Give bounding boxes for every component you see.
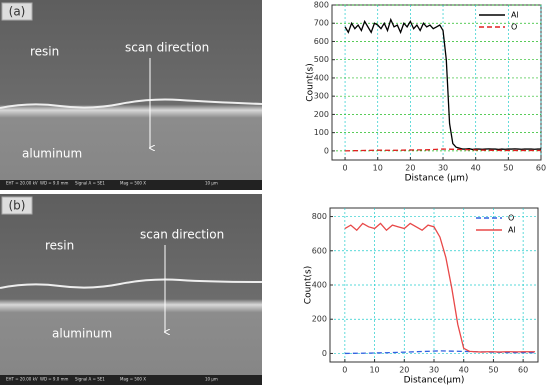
info-text: WD = 9.0 mm <box>40 181 68 186</box>
y-axis-title: Count(s) <box>306 63 316 101</box>
y-tick-label: 100 <box>314 128 329 137</box>
x-tick-label: 0 <box>342 366 347 375</box>
info-text: EHT = 20.00 kV <box>6 377 38 382</box>
y-tick-label: 0 <box>322 349 327 358</box>
region-label: resin <box>30 45 59 59</box>
info-text: WD = 9.0 mm <box>40 377 68 382</box>
legend-label: O <box>508 214 514 223</box>
info-text: 10 μm <box>205 377 218 382</box>
y-tick-label: 200 <box>314 110 329 119</box>
legend-label: O <box>511 23 517 32</box>
y-tick-label: 400 <box>314 73 329 82</box>
x-axis-title: Distance(μm) <box>404 376 465 386</box>
legend-label: Al <box>508 226 516 235</box>
y-axis-title: Count(s) <box>304 266 314 304</box>
x-tick-label: 20 <box>405 164 415 173</box>
region-label: scan direction <box>125 41 209 55</box>
y-tick-label: 800 <box>312 212 327 221</box>
legend-label: Al <box>511 11 519 20</box>
y-tick-label: 600 <box>312 246 327 255</box>
y-tick-label: 300 <box>314 92 329 101</box>
x-axis-title: Distance (μm) <box>405 174 469 184</box>
x-tick-label: 20 <box>399 366 409 375</box>
x-tick-label: 10 <box>373 164 383 173</box>
x-tick-label: 60 <box>518 366 528 375</box>
y-tick-label: 600 <box>314 37 329 46</box>
info-text: EHT = 20.00 kV <box>6 181 38 186</box>
info-text: Mag = 500 X <box>120 377 146 382</box>
y-tick-label: 500 <box>314 55 329 64</box>
y-tick-label: 0 <box>324 146 329 155</box>
sem-image-b <box>0 194 263 385</box>
data-line <box>344 17 541 151</box>
panel-label: (b) <box>9 199 26 213</box>
region-label: resin <box>45 239 74 253</box>
x-tick-label: 30 <box>429 366 439 375</box>
x-tick-label: 10 <box>369 366 379 375</box>
x-tick-label: 50 <box>503 164 513 173</box>
x-tick-label: 40 <box>471 164 481 173</box>
info-text: Mag = 500 X <box>120 181 146 186</box>
region-label: scan direction <box>140 228 224 242</box>
data-line <box>344 222 536 353</box>
x-tick-label: 30 <box>438 164 448 173</box>
y-tick-label: 700 <box>314 19 329 28</box>
y-tick-label: 800 <box>314 1 329 10</box>
y-tick-label: 400 <box>312 281 327 290</box>
info-text: 10 μm <box>205 181 218 186</box>
panel-label: (a) <box>9 5 26 19</box>
x-tick-label: 60 <box>536 164 546 173</box>
plot-frame <box>331 4 542 161</box>
info-text: Signal A = SE1 <box>75 181 105 186</box>
y-tick-label: 200 <box>312 315 327 324</box>
sem-image-a <box>0 0 263 190</box>
x-tick-label: 40 <box>459 366 469 375</box>
x-tick-label: 0 <box>343 164 348 173</box>
region-label: aluminum <box>52 327 112 341</box>
data-line <box>345 148 541 152</box>
region-label: aluminum <box>22 147 82 161</box>
info-text: Signal A = SE1 <box>75 377 105 382</box>
x-tick-label: 50 <box>488 366 498 375</box>
